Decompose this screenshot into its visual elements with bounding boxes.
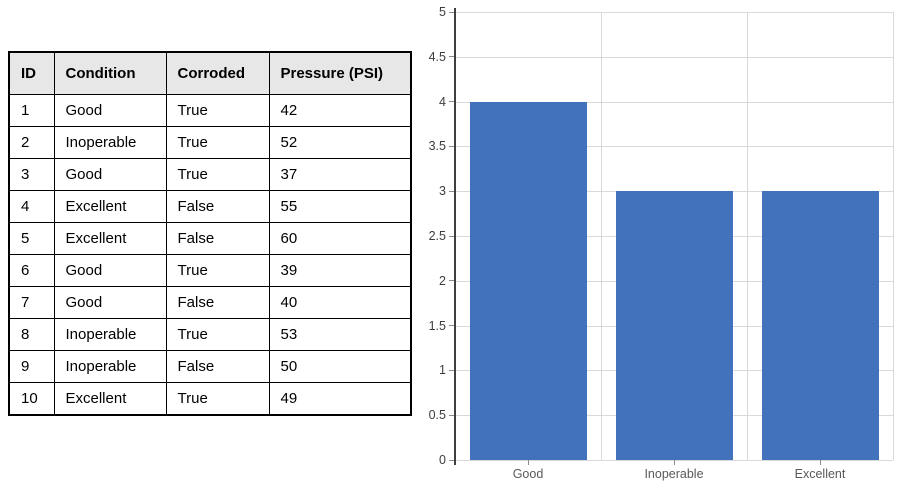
table-cell: False [165, 286, 270, 319]
y-tick-label: 1 [439, 363, 446, 378]
y-tick-label: 3 [439, 184, 446, 199]
vertical-gridline [601, 12, 602, 460]
table-cell: Inoperable [53, 126, 167, 159]
table-cell: False [165, 222, 270, 255]
table-cell: True [165, 158, 270, 191]
table-cell: 5 [8, 222, 55, 255]
horizontal-gridline [455, 146, 893, 148]
y-axis-tick [449, 101, 454, 103]
table-cell: 10 [8, 382, 55, 416]
y-tick-label: 2 [439, 273, 446, 288]
horizontal-gridline [455, 12, 893, 13]
table-header-row: ID Condition Corroded Pressure (PSI) [8, 51, 412, 95]
y-axis-tick [449, 369, 454, 371]
bar-good [469, 101, 587, 460]
table-row: 2 Inoperable True 52 [8, 126, 412, 159]
x-axis-tick [673, 460, 675, 465]
y-tick-label: 5 [439, 5, 446, 19]
table-cell: 52 [268, 126, 412, 159]
y-axis-tick [449, 11, 454, 13]
bar-inoperable [615, 191, 733, 460]
vertical-gridline [747, 12, 748, 460]
y-axis-tick [449, 414, 454, 416]
horizontal-gridline [455, 101, 893, 103]
table-row: 9 Inoperable False 50 [8, 350, 412, 383]
x-axis-label: Inoperable [644, 467, 704, 481]
y-tick-label: 4 [439, 94, 446, 109]
x-axis-label: Good [512, 467, 544, 481]
table-row: 5 Excellent False 60 [8, 222, 412, 255]
table-row: 7 Good False 40 [8, 286, 412, 319]
table-cell: 49 [268, 382, 412, 416]
y-tick-label: 2.5 [428, 229, 446, 243]
horizontal-gridline [455, 56, 893, 58]
table-cell: True [165, 94, 270, 127]
y-tick-label: 0.5 [428, 408, 446, 423]
y-axis-tick [449, 280, 454, 282]
x-axis-tick [819, 460, 821, 465]
table-cell: 42 [268, 94, 412, 127]
column-header: Pressure (PSI) [268, 51, 412, 95]
table-cell: Good [53, 254, 167, 287]
pipe-inspection-table: ID Condition Corroded Pressure (PSI) 1 Good T… [8, 51, 412, 416]
x-axis-tick [527, 460, 529, 465]
table-cell: Good [53, 94, 167, 127]
table-cell: True [165, 318, 270, 351]
table-cell: 9 [8, 350, 55, 383]
y-tick-label: 4.5 [428, 49, 446, 64]
y-axis-line [454, 8, 456, 465]
vertical-gridline [893, 12, 894, 460]
table-cell: 60 [268, 222, 412, 255]
y-axis-tick [449, 459, 454, 461]
y-axis-tick [449, 190, 454, 192]
table-row: 10 Excellent True 49 [8, 382, 412, 416]
y-axis-tick [449, 235, 454, 237]
table-cell: Inoperable [53, 350, 167, 383]
table-cell: 50 [268, 350, 412, 383]
table-cell: True [165, 126, 270, 159]
table-row: 6 Good True 39 [8, 254, 412, 287]
y-tick-label: 1.5 [428, 318, 446, 333]
y-axis-tick [449, 145, 454, 147]
y-axis-tick [449, 56, 454, 58]
y-tick-label: 3.5 [428, 139, 446, 154]
x-axis-label: Excellent [794, 467, 846, 481]
bar-excellent [761, 191, 879, 460]
table-cell: 55 [268, 190, 412, 223]
table-cell: Inoperable [53, 318, 167, 351]
table-cell: Good [53, 286, 167, 319]
y-tick-label: 0 [439, 453, 446, 467]
table-cell: False [165, 190, 270, 223]
table-row: 4 Excellent False 55 [8, 190, 412, 223]
table-cell: False [165, 350, 270, 383]
table-row: 1 Good True 42 [8, 94, 412, 127]
y-axis-tick [449, 325, 454, 327]
table-cell: Excellent [53, 222, 167, 255]
